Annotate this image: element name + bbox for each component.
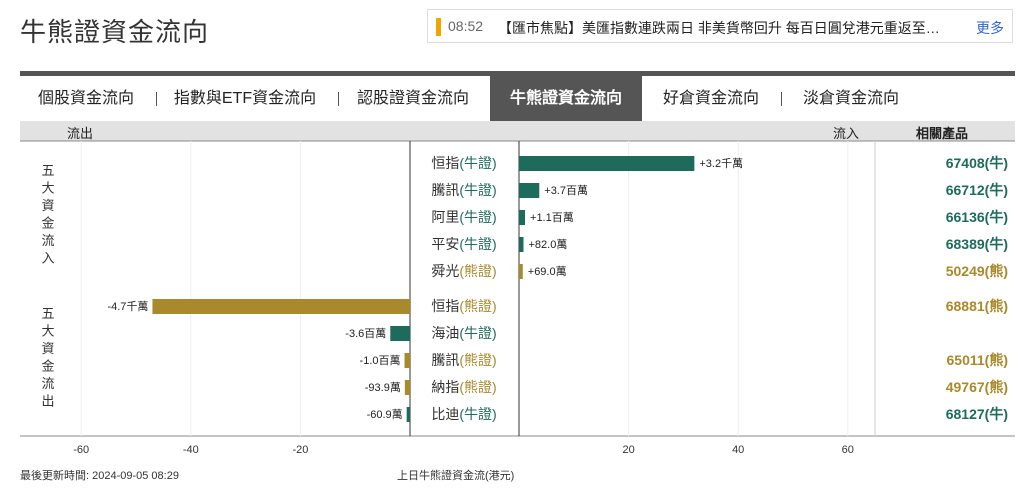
flow-bar xyxy=(152,299,410,314)
inflow-header: 流入 xyxy=(833,126,860,141)
tab-bar: 個股資金流向 指數與ETF資金流向 認股證資金流向 牛熊證資金流向 好倉資金流向… xyxy=(20,71,1015,121)
product-code[interactable]: 49767(熊) xyxy=(946,379,1008,395)
product-code[interactable]: 65011(熊) xyxy=(947,352,1008,368)
bar-value-label: -3.6百萬 xyxy=(345,327,386,340)
outflow-header: 流出 xyxy=(67,126,94,141)
x-tick-label: 40 xyxy=(732,444,744,456)
page-title: 牛熊證資金流向 xyxy=(20,17,210,47)
table-header: 流出 流入 相關產品 xyxy=(20,121,1015,141)
tab-separator xyxy=(156,92,157,106)
underlying-label: 騰訊(熊證) xyxy=(431,352,496,368)
ticker-headline[interactable]: 【匯市焦點】美匯指數連跌兩日 非美貨幣回升 每百日圓兌港元重返至… xyxy=(498,20,940,36)
product-code[interactable]: 66712(牛) xyxy=(946,182,1008,198)
underlying-label: 騰訊(牛證) xyxy=(431,182,496,198)
bar-value-label: -4.7千萬 xyxy=(107,300,148,313)
underlying-label: 恒指(牛證) xyxy=(431,155,496,171)
x-tick-label: -20 xyxy=(292,444,308,456)
underlying-label: 阿里(牛證) xyxy=(431,209,496,225)
tab-separator xyxy=(781,92,782,106)
flow-bar xyxy=(390,326,410,341)
product-code[interactable]: 68389(牛) xyxy=(946,236,1008,252)
group-label-outflow: 大 xyxy=(41,324,54,339)
underlying-label: 納指(熊證) xyxy=(431,379,496,395)
bar-value-label: -1.0百萬 xyxy=(360,354,401,367)
underlying-label: 海油(牛證) xyxy=(431,325,496,341)
last-updated: 最後更新時間: 2024-09-05 08:29 xyxy=(20,470,179,482)
bar-value-label: -93.9萬 xyxy=(365,381,401,394)
group-label-inflow: 大 xyxy=(41,181,54,196)
flow-bar xyxy=(404,353,410,368)
flow-bar xyxy=(519,237,524,252)
group-label-inflow: 金 xyxy=(41,216,54,231)
group-label-outflow: 五 xyxy=(41,306,54,321)
x-tick-label: 20 xyxy=(622,444,634,456)
tab-long-flow[interactable]: 好倉資金流向 xyxy=(662,90,759,107)
product-code[interactable]: 68127(牛) xyxy=(946,406,1008,422)
flow-bar xyxy=(519,210,526,225)
news-ticker[interactable]: 08:52 【匯市焦點】美匯指數連跌兩日 非美貨幣回升 每百日圓兌港元重返至… … xyxy=(427,9,1013,43)
group-label-outflow: 流 xyxy=(41,376,54,391)
underlying-label: 比迪(牛證) xyxy=(431,406,496,422)
x-tick-label: 60 xyxy=(842,444,854,456)
product-code[interactable]: 66136(牛) xyxy=(946,209,1008,225)
tab-warrant-flow[interactable]: 認股證資金流向 xyxy=(356,90,469,107)
bar-value-label: +3.7百萬 xyxy=(544,184,588,197)
product-code[interactable]: 67408(牛) xyxy=(946,155,1008,171)
ticker-marker xyxy=(436,18,441,36)
flow-bar xyxy=(404,380,410,395)
more-link[interactable]: 更多 xyxy=(976,20,1004,36)
tab-short-flow[interactable]: 淡倉資金流向 xyxy=(802,90,899,107)
x-axis-title: 上日牛熊證資金流(港元) xyxy=(397,470,515,482)
ticker-time: 08:52 xyxy=(448,18,484,34)
group-label-inflow: 五 xyxy=(41,163,54,178)
group-label-inflow: 資 xyxy=(41,198,54,213)
bar-value-label: +1.1百萬 xyxy=(530,211,574,224)
flow-bar xyxy=(406,407,410,422)
flow-bar xyxy=(519,183,540,198)
x-tick-label: -60 xyxy=(73,444,89,456)
product-code[interactable]: 50249(熊) xyxy=(946,263,1008,279)
underlying-label: 舜光(熊證) xyxy=(431,263,496,279)
bar-value-label: -60.9萬 xyxy=(367,408,403,421)
bar-value-label: +82.0萬 xyxy=(528,238,567,251)
underlying-label: 平安(牛證) xyxy=(431,236,496,252)
group-label-inflow: 入 xyxy=(41,251,54,266)
group-label-outflow: 出 xyxy=(41,394,54,409)
tab-stock-flow[interactable]: 個股資金流向 xyxy=(37,90,134,107)
tab-separator xyxy=(338,92,339,106)
group-label-outflow: 金 xyxy=(41,359,54,374)
underlying-label: 恒指(熊證) xyxy=(431,298,496,314)
x-tick-label: -40 xyxy=(183,444,199,456)
flow-bar xyxy=(519,156,695,171)
group-label-inflow: 流 xyxy=(41,233,54,248)
group-label-outflow: 資 xyxy=(41,341,54,356)
flow-bar xyxy=(519,264,523,279)
product-code[interactable]: 68881(熊) xyxy=(946,298,1008,314)
tab-index-etf-flow[interactable]: 指數與ETF資金流向 xyxy=(173,90,317,107)
bar-value-label: +3.2千萬 xyxy=(699,157,743,170)
products-header: 相關產品 xyxy=(916,126,969,141)
bar-value-label: +69.0萬 xyxy=(528,265,567,278)
tab-cbbc-flow[interactable]: 牛熊證資金流向 xyxy=(490,76,642,121)
